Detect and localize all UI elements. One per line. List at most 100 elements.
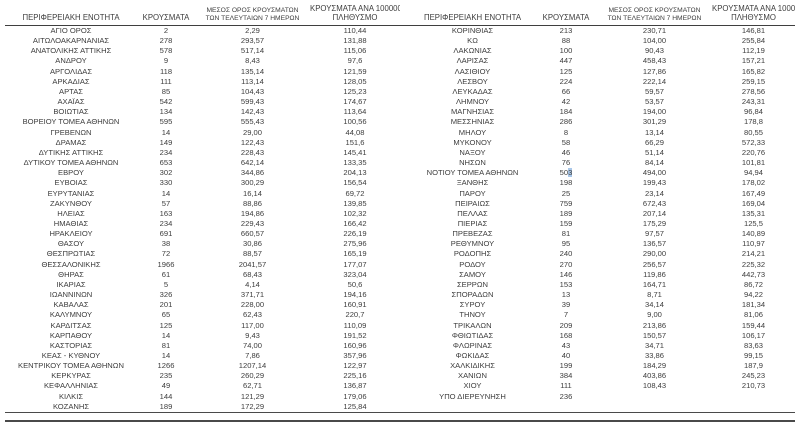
cell-avg-7day: 301,29 [642, 117, 667, 127]
cell-region: ΠΙΕΡΙΑΣ [457, 218, 488, 228]
cell-region: ΡΕΘΥΜΝΟΥ [450, 239, 495, 249]
panel-gap-cell [400, 300, 410, 310]
cell-region: ΑΓΙΟ ΟΡΟΣ [50, 26, 92, 35]
col-header-avg-7day-right: ΜΕΣΟΣ ΟΡΟΣ ΚΡΟΥΣΜΑΤΩΝ ΤΩΝ ΤΕΛΕΥΤΑΙΩΝ 7 Η… [597, 4, 712, 26]
cell-cases: 146 [559, 269, 573, 279]
cell-avg-7day: 142,43 [240, 107, 265, 117]
cell-region: ΜΥΚΟΝΟΥ [453, 137, 492, 147]
cell-cases: 81 [561, 229, 571, 239]
cell-per-100k: 225,16 [343, 371, 367, 381]
cell-per-100k: 178,8 [743, 117, 763, 127]
table-row: ΘΗΡΑΣ 61 68,43 323,04 ΣΑΜΟΥ 146 119,86 442,73 [5, 270, 795, 280]
panel-gap-cell [400, 77, 410, 87]
cell-cases: 199 [559, 361, 573, 371]
col-header-region-left: ΠΕΡΙΦΕΡΕΙΑΚΗ ΕΝΟΤΗΤΑ [5, 4, 137, 26]
cell-region: ΚΕΑΣ - ΚΥΘΝΟΥ [41, 351, 101, 360]
cell-cases: 76 [561, 158, 571, 168]
cell-region: ΚΟΖΑΝΗΣ [52, 401, 90, 411]
cell-avg-7day: 371,71 [240, 290, 265, 300]
cell-region: ΔΡΑΜΑΣ [55, 137, 87, 147]
cell-per-100k: 115,06 [343, 46, 367, 56]
col-header-avg-line2: ΤΩΝ ΤΕΛΕΥΤΑΙΩΝ 7 ΗΜΕΡΩΝ [205, 15, 300, 22]
cell-cases: 1266 [157, 361, 175, 371]
panel-gap-cell [400, 402, 410, 412]
table-row: ΑΝΑΤΟΛΙΚΗΣ ΑΤΤΙΚΗΣ 578 517,14 115,06 ΛΑΚΩΝΙΑ… [5, 46, 795, 56]
cell-cases: 163 [159, 208, 173, 218]
panel-gap-cell [400, 249, 410, 259]
cell-per-100k: 81,06 [743, 310, 763, 320]
cell-region: ΛΕΣΒΟΥ [457, 76, 488, 86]
cell-avg-7day: 88,86 [242, 198, 262, 208]
cell-cases: 330 [159, 178, 173, 188]
cell-region: ΚΑΡΠΑΘΟΥ [49, 330, 93, 340]
panel-gap-cell [400, 270, 410, 280]
cell-cases: 7 [563, 310, 569, 320]
cell-avg-7day: 184,29 [642, 361, 667, 371]
cell-per-100k: 157,21 [741, 56, 766, 66]
cell-region: ΔΥΤΙΚΟΥ ΤΟΜΕΑ ΑΘΗΝΩΝ [23, 158, 119, 168]
cell-region: ΚΙΛΚΙΣ [58, 391, 84, 401]
cell-cases: 2 [163, 26, 169, 35]
cell-per-100k: 323,04 [343, 269, 367, 279]
cell-avg-7day: 256,57 [642, 259, 667, 269]
cell-cases: 38 [161, 239, 171, 249]
cell-region: ΕΥΒΟΙΑΣ [54, 178, 88, 188]
cell-avg-7day: 293,57 [240, 36, 265, 46]
col-header-avg-7day-left: ΜΕΣΟΣ ΟΡΟΣ ΚΡΟΥΣΜΑΤΩΝ ΤΩΝ ΤΕΛΕΥΤΑΙΩΝ 7 Η… [195, 4, 310, 26]
table-row: ΔΥΤΙΚΗΣ ΑΤΤΙΚΗΣ 234 228,43 145,41 ΝΑΞΟΥ 46 51,… [5, 148, 795, 158]
panel-gap-cell [400, 321, 410, 331]
panel-gap-cell [400, 158, 410, 168]
cell-avg-7day: 88,57 [242, 249, 262, 259]
cell-cases: 578 [159, 46, 173, 56]
cell-region: ΠΕΛΛΑΣ [457, 208, 488, 218]
panel-gap-cell [400, 168, 410, 178]
cell-region: ΑΙΤΩΛΟΑΚΑΡΝΑΝΙΑΣ [32, 36, 110, 46]
cell-avg-7day: 23,14 [644, 188, 664, 198]
cell-avg-7day: 62,71 [242, 381, 262, 391]
table-row: ΑΝΔΡΟΥ 9 8,43 97,6 ΛΑΡΙΣΑΣ 447 458,43 157,21 [5, 56, 795, 66]
cell-per-100k: 44,08 [345, 127, 365, 137]
cell-per-100k: 177,07 [343, 259, 367, 269]
cell-cases: 240 [559, 249, 573, 259]
cell-cases: 759 [559, 198, 573, 208]
cell-region: ΘΑΣΟΥ [57, 239, 85, 249]
cell-cases: 43 [561, 340, 571, 350]
regional-cases-report: ΠΕΡΙΦΕΡΕΙΑΚΗ ΕΝΟΤΗΤΑ ΚΡΟΥΣΜΑΤΑ ΜΕΣΟΣ ΟΡΟ… [5, 4, 795, 422]
cell-avg-7day: 33,86 [644, 351, 664, 360]
cell-per-100k: 214,21 [741, 249, 766, 259]
cell-cases: 100 [559, 46, 573, 56]
table-row: ΚΑΡΠΑΘΟΥ 14 9,43 191,52 ΦΘΙΩΤΙΔΑΣ 168 150,57 10… [5, 331, 795, 341]
cell-cases: 198 [559, 178, 573, 188]
cell-cases: 213 [559, 26, 573, 35]
cell-region: ΠΑΡΟΥ [459, 188, 486, 198]
table-row: ΚΕΑΣ - ΚΥΘΝΟΥ 14 7,86 357,96 ΦΩΚΙΔΑΣ 40 33,86 9… [5, 351, 795, 361]
cell-region: ΚΑΒΑΛΑΣ [53, 300, 89, 310]
cell-cases: 66 [561, 86, 571, 96]
cell-cases: 189 [559, 208, 573, 218]
cell-avg-7day: 135,14 [240, 66, 265, 76]
cell-avg-7day: 458,43 [642, 56, 667, 66]
panel-gap-cell [400, 36, 410, 46]
cell-region: ΚΩ [467, 36, 478, 46]
cell-per-100k: 167,49 [741, 188, 766, 198]
panel-gap-cell [400, 290, 410, 300]
cell-per-100k: 166,42 [343, 218, 367, 228]
cell-per-100k: 204,13 [343, 168, 367, 178]
cell-avg-7day: 121,29 [240, 391, 265, 401]
cell-per-100k: 102,32 [343, 208, 367, 218]
cell-region: ΡΟΔΟΥ [459, 259, 486, 269]
cell-region: ΘΗΡΑΣ [58, 269, 84, 279]
cell-region: ΑΡΓΟΛΙΔΑΣ [49, 66, 93, 76]
cell-avg-7day: 34,71 [644, 340, 664, 350]
cell-avg-7day: 8,43 [245, 56, 260, 66]
cell-per-100k: 245,23 [741, 371, 766, 381]
cell-region: ΝΗΣΩΝ [459, 158, 486, 168]
cell-region: ΛΕΥΚΑΔΑΣ [452, 86, 493, 96]
cell-region: ΚΑΣΤΟΡΙΑΣ [49, 340, 93, 350]
cell-avg-7day: 228,00 [240, 300, 265, 310]
panel-gap-cell [400, 392, 410, 402]
cell-region: ΞΑΝΘΗΣ [456, 178, 489, 188]
cell-per-100k: 178,02 [741, 178, 766, 188]
cell-cases: 8 [563, 127, 569, 137]
cell-per-100k: 140,89 [741, 229, 766, 239]
